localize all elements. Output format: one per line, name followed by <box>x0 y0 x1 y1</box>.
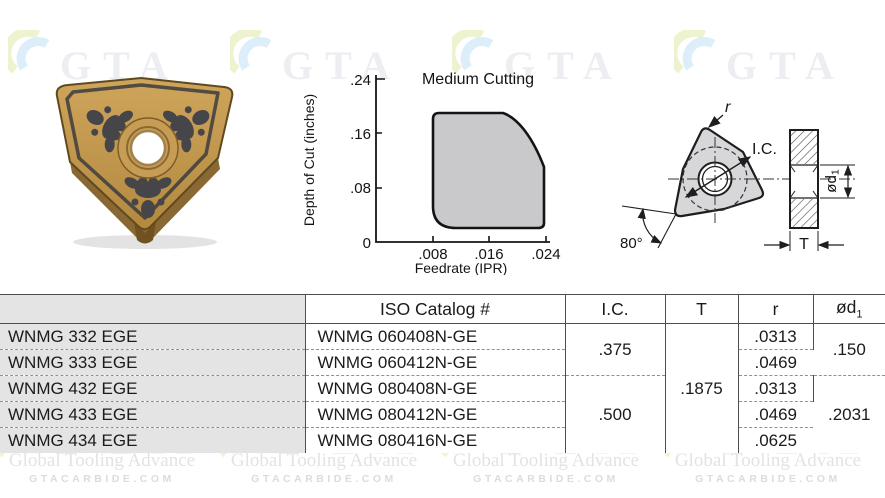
watermark-gta-text: GTA <box>282 43 402 88</box>
watermark-brand-line: Global Tooling Advance <box>230 450 418 471</box>
iso-catalog-number: WNMG 060412N-GE <box>305 349 566 376</box>
header-iso-catalog: ISO Catalog # <box>305 294 566 324</box>
angle-label: 80° <box>620 235 643 252</box>
watermark-gta-text: GTA <box>726 43 846 88</box>
y-tick: .08 <box>350 180 371 197</box>
chart-region <box>431 111 546 230</box>
y-tick: 0 <box>363 235 371 252</box>
header-ic: I.C. <box>565 294 666 324</box>
t-value: .1875 <box>665 323 739 453</box>
watermark-top: GTA <box>670 28 885 98</box>
part-name: WNMG 433 EGE <box>0 401 306 428</box>
table-row: WNMG 433 EGE WNMG 080412N-GE .0469 <box>0 401 885 428</box>
x-tick: .024 <box>531 246 560 263</box>
diameter-label: ød1 <box>823 169 842 193</box>
ic-value: .500 <box>565 375 666 453</box>
r-value: .0469 <box>738 349 813 376</box>
iso-catalog-number: WNMG 080412N-GE <box>305 401 566 428</box>
gta-logo-icon <box>452 30 494 74</box>
gta-logo-icon <box>674 30 716 74</box>
watermark-top: GTA <box>226 28 456 98</box>
table-row: WNMG 434 EGE WNMG 080416N-GE .0625 <box>0 427 885 453</box>
r-value: .0625 <box>738 427 813 453</box>
header-blank <box>0 294 306 324</box>
x-tick: .008 <box>418 246 447 263</box>
watermark-brand-line: Global Tooling Advance <box>452 450 640 471</box>
table-header-row: ISO Catalog # I.C. T r ød1 <box>0 294 885 324</box>
header-t: T <box>665 294 739 324</box>
watermark-site-line: GTACARBIDE.COM <box>29 473 175 485</box>
watermark-brand-line: Global Tooling Advance <box>674 450 862 471</box>
header-od1: ød1 <box>813 294 885 324</box>
ic-value: .375 <box>565 323 666 376</box>
iso-catalog-number: WNMG 080408N-GE <box>305 375 566 402</box>
watermark-top: GTA <box>448 28 678 98</box>
watermark-site-line: GTACARBIDE.COM <box>695 473 841 485</box>
header-r: r <box>738 294 814 324</box>
spec-table: ISO Catalog # I.C. T r ød1 WNMG 332 EGE … <box>0 294 885 453</box>
inscribed-circle-label: I.C. <box>752 141 777 158</box>
y-tick: .16 <box>350 126 371 143</box>
part-name: WNMG 434 EGE <box>0 427 306 453</box>
r-value: .0313 <box>738 375 814 402</box>
watermark-gta-text: GTA <box>504 43 624 88</box>
watermark-brand-line: Global Tooling Advance <box>8 450 196 471</box>
od1-value: .2031 <box>813 375 885 453</box>
part-name: WNMG 432 EGE <box>0 375 306 402</box>
r-value: .0313 <box>738 323 814 350</box>
radius-label: r <box>725 99 731 116</box>
r-value: .0469 <box>738 401 813 428</box>
part-name: WNMG 332 EGE <box>0 323 306 350</box>
table-row: WNMG 333 EGE WNMG 060412N-GE .0469 <box>0 349 885 376</box>
y-tick: .24 <box>350 72 371 89</box>
iso-catalog-number: WNMG 080416N-GE <box>305 427 566 453</box>
gta-logo-icon <box>8 30 50 74</box>
gta-logo-icon <box>230 30 272 74</box>
thickness-label: T <box>799 236 809 253</box>
table-row: WNMG 432 EGE WNMG 080408N-GE .500 .0313 … <box>0 375 885 453</box>
watermark-site-line: GTACARBIDE.COM <box>473 473 619 485</box>
insert-product-photo <box>55 76 234 249</box>
chart-title: Medium Cutting <box>422 71 534 88</box>
table-row: WNMG 332 EGE WNMG 060408N-GE .375 .1875 … <box>0 323 885 453</box>
part-name: WNMG 333 EGE <box>0 349 306 376</box>
iso-catalog-number: WNMG 060408N-GE <box>305 323 566 350</box>
chart-ylabel: Depth of Cut (inches) <box>301 94 317 226</box>
watermark-site-line: GTACARBIDE.COM <box>251 473 397 485</box>
chart-xlabel: Feedrate (IPR) <box>415 260 508 275</box>
x-tick: .016 <box>474 246 503 263</box>
od1-value: .150 <box>813 323 885 376</box>
cutting-range-chart: Medium Cutting Depth of Cut (inches) .24… <box>301 71 561 275</box>
insert-dimension-diagram: r I.C. 80° ød1 <box>620 99 858 253</box>
